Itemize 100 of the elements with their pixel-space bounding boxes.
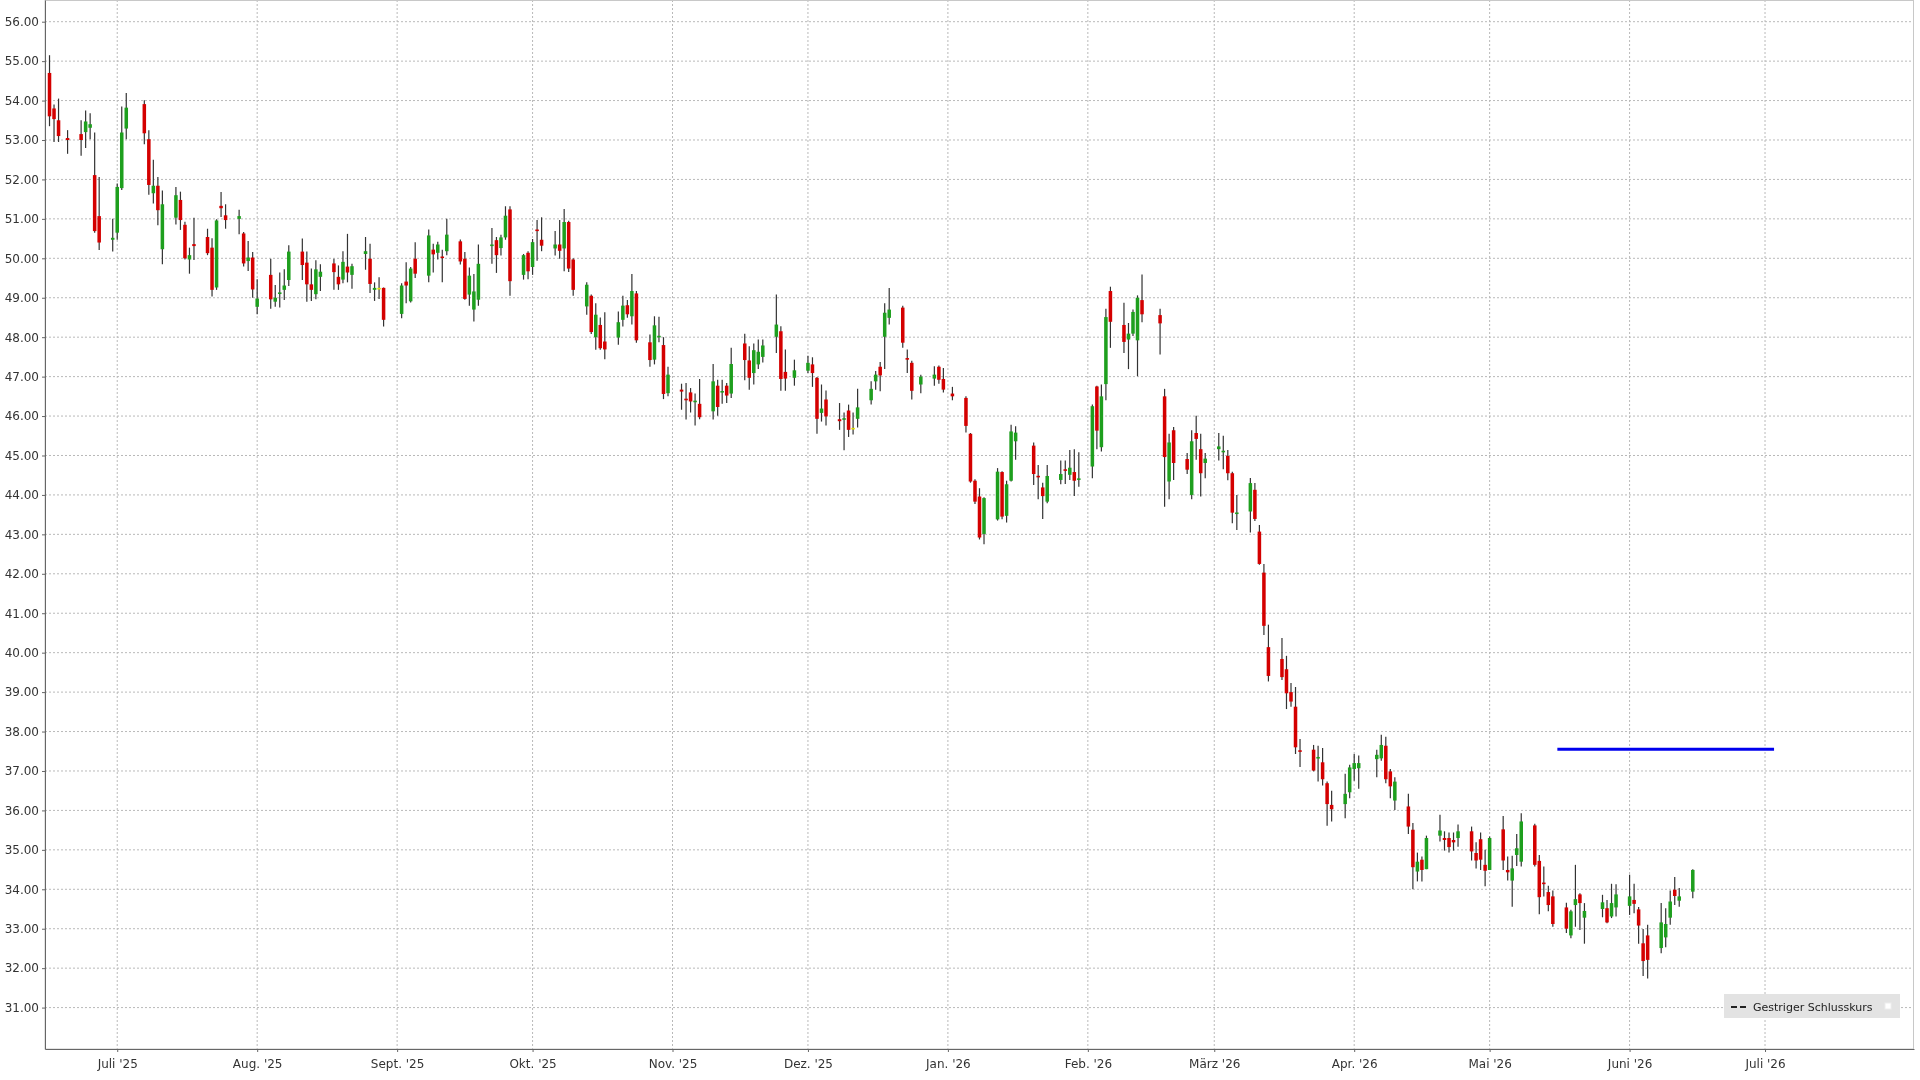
- candlestick: [1438, 814, 1442, 843]
- y-tick-label: 44.00: [4, 488, 39, 503]
- y-tick-label: 47.00: [4, 369, 39, 384]
- y-tick-label: 31.00: [4, 1000, 39, 1015]
- candlestick: [277, 271, 282, 309]
- y-tick-label: 55.00: [4, 54, 39, 69]
- candlestick: [246, 240, 250, 272]
- x-tick-label: Juli '26: [1744, 1057, 1786, 1072]
- x-tick-label: Sept. '25: [370, 1057, 425, 1072]
- candlestick: [1510, 855, 1514, 908]
- y-tick-label: 37.00: [4, 764, 39, 779]
- candlestick: [1627, 874, 1632, 916]
- y-tick-label: 34.00: [4, 882, 39, 897]
- candlestick: [1375, 749, 1379, 778]
- candlestick: [1185, 452, 1189, 475]
- candlestick: [1420, 855, 1424, 882]
- y-tick-label: 40.00: [4, 646, 39, 661]
- y-tick-label: 38.00: [4, 724, 39, 739]
- candlestick: [1393, 776, 1397, 811]
- x-tick-label: Juli '25: [96, 1057, 138, 1072]
- candlestick: [1158, 308, 1162, 356]
- candlestick: [1447, 831, 1451, 854]
- candlestick: [1578, 892, 1582, 931]
- y-tick-label: 48.00: [4, 330, 39, 345]
- y-tick-label: 50.00: [4, 251, 39, 266]
- candlestick: [878, 361, 882, 392]
- y-tick-label: 52.00: [4, 172, 39, 187]
- x-tick-label: Juni '26: [1606, 1057, 1653, 1072]
- candlestick: [490, 227, 494, 265]
- candlestick: [526, 250, 530, 280]
- candlestick: [752, 342, 756, 386]
- candlestick: [621, 295, 625, 328]
- candlestick: [79, 119, 83, 157]
- candlestick: [413, 241, 417, 279]
- y-tick-label: 33.00: [4, 922, 39, 937]
- candlestick: [404, 261, 408, 304]
- candlestick: [1217, 432, 1221, 462]
- candlestick: [1474, 841, 1478, 869]
- x-tick-label: Jan. '26: [925, 1057, 971, 1072]
- y-tick-label: 49.00: [4, 291, 39, 306]
- candlestick: [332, 258, 336, 291]
- candlestick: [919, 374, 923, 394]
- candlestick: [1077, 451, 1081, 488]
- candlestick: [1298, 738, 1302, 768]
- candlestick: [237, 209, 241, 235]
- candlestick: [431, 243, 436, 274]
- candlestick: [88, 112, 92, 140]
- candlestick: [1677, 887, 1682, 908]
- candlestick: [594, 302, 598, 351]
- candlestick: [742, 333, 747, 381]
- candlestick: [1226, 449, 1230, 481]
- candlestick: [1641, 928, 1645, 977]
- candlestick: [720, 379, 724, 405]
- candlestick: [905, 348, 910, 374]
- x-tick-label: Mai '26: [1468, 1057, 1512, 1072]
- x-tick-label: Apr. '26: [1331, 1057, 1378, 1072]
- candlestick: [363, 236, 368, 271]
- y-tick-label: 35.00: [4, 843, 39, 858]
- candlestick: [1605, 899, 1609, 924]
- y-tick-label: 45.00: [4, 448, 39, 463]
- candlestick: [350, 263, 354, 290]
- candlestick: [761, 338, 765, 364]
- y-tick-label: 46.00: [4, 409, 39, 424]
- candlestick: [824, 389, 828, 427]
- candlestick: [255, 278, 259, 315]
- y-tick-label: 53.00: [4, 133, 39, 148]
- candlestick: [309, 267, 314, 302]
- candlestick: [1059, 460, 1063, 485]
- y-tick-label: 56.00: [4, 15, 39, 30]
- candlestick: [1456, 824, 1460, 848]
- y-tick-label: 51.00: [4, 212, 39, 227]
- x-tick-label: Aug. '25: [232, 1057, 283, 1072]
- candlestick: [273, 284, 277, 308]
- y-tick-label: 41.00: [4, 606, 39, 621]
- candlestick: [341, 250, 345, 284]
- candlestick: [305, 251, 309, 303]
- y-tick-label: 39.00: [4, 685, 39, 700]
- candlestick: [499, 234, 503, 257]
- y-tick-label: 32.00: [4, 961, 39, 976]
- y-tick-label: 42.00: [4, 567, 39, 582]
- candlestick: [1140, 273, 1144, 323]
- candlestick: [1203, 452, 1207, 479]
- candlestick: [1668, 889, 1672, 926]
- x-tick-label: Okt. '25: [509, 1057, 557, 1072]
- candlestick: [1483, 849, 1487, 887]
- x-tick-label: Feb. '26: [1064, 1057, 1113, 1072]
- candlestick: [855, 388, 860, 429]
- candlestick: [1235, 494, 1239, 531]
- candlestick: [1194, 415, 1198, 461]
- candlestick: [1691, 868, 1695, 899]
- y-tick-label: 54.00: [4, 93, 39, 108]
- candlestick: [1316, 745, 1320, 783]
- candlestick: [666, 366, 670, 397]
- candlestick: [219, 191, 223, 218]
- candlestick: [603, 311, 607, 360]
- candlestick: [648, 333, 652, 368]
- x-tick-label: Dez. '25: [783, 1057, 834, 1072]
- candlestick: [1068, 449, 1072, 481]
- candlestick: [792, 359, 797, 387]
- candlestick: [1632, 883, 1636, 914]
